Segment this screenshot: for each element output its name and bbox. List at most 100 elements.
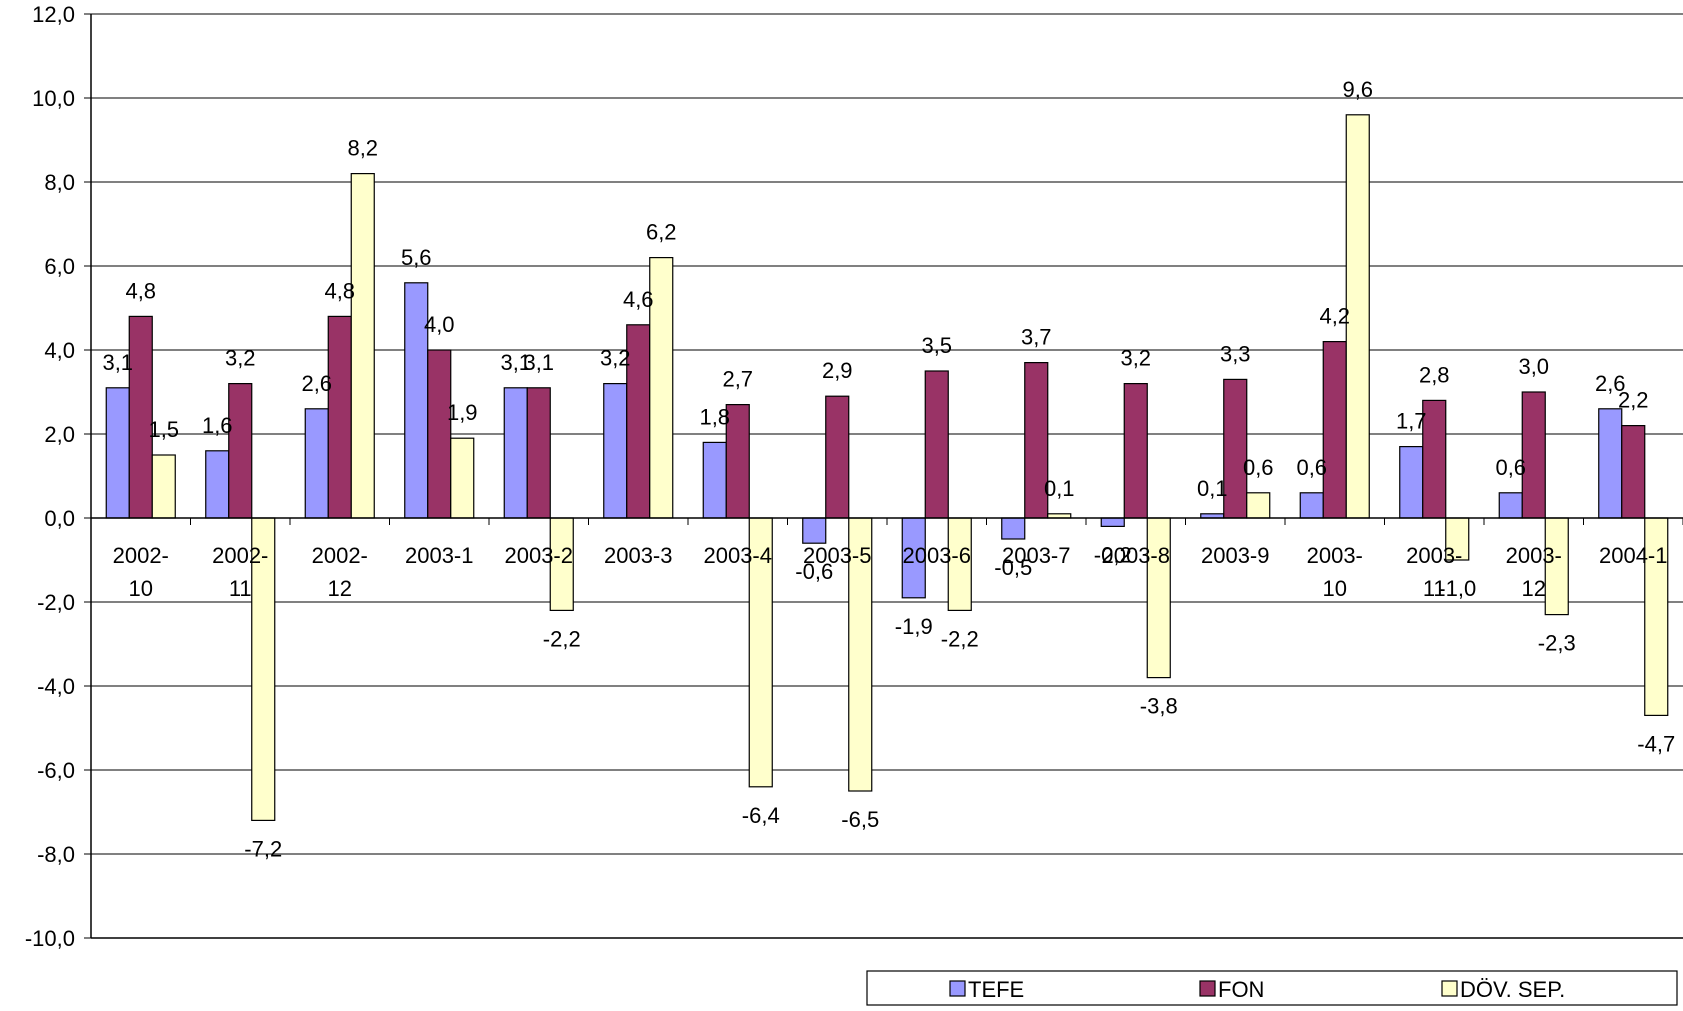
legend-label: DÖV. SEP. [1460, 977, 1565, 1002]
data-label: 2,6 [1595, 371, 1626, 396]
x-tick-label: 2002- [212, 543, 268, 568]
x-tick-label: 2003-5 [803, 543, 872, 568]
y-tick-label: 10,0 [32, 86, 75, 111]
data-label: 0,1 [1044, 476, 1075, 501]
data-label: 3,2 [225, 346, 256, 371]
data-label: 1,5 [148, 417, 179, 442]
bar-d-v-sep [1146, 517, 1171, 679]
bar-tefe [802, 517, 827, 544]
data-label: 5,6 [401, 245, 432, 270]
bar-tefe [1598, 408, 1623, 519]
x-tick-label: 2003-9 [1201, 543, 1270, 568]
y-tick-label: 4,0 [44, 338, 75, 363]
bar-tefe [1299, 492, 1324, 519]
bar-tefe [1100, 517, 1125, 527]
data-label: -7,2 [244, 836, 282, 861]
data-label: 4,2 [1319, 304, 1350, 329]
x-tick-label: 2003-6 [902, 543, 971, 568]
legend-swatch [1199, 980, 1216, 997]
x-tick-label: 2003-8 [1101, 543, 1170, 568]
data-label: 9,6 [1342, 77, 1373, 102]
y-tick-label: 12,0 [32, 2, 75, 27]
y-tick-label: 6,0 [44, 254, 75, 279]
x-tick-label: 2002- [113, 543, 169, 568]
bar-tefe [702, 441, 727, 519]
data-label: 4,8 [125, 278, 156, 303]
legend-swatch [949, 980, 966, 997]
data-label: -2,2 [543, 626, 581, 651]
data-label: 3,2 [600, 346, 631, 371]
data-label: -3,8 [1140, 694, 1178, 719]
x-tick-label: 11 [1423, 576, 1446, 601]
data-label: -6,5 [841, 807, 879, 832]
data-label: -1,9 [895, 614, 933, 639]
data-label: 2,9 [822, 358, 853, 383]
x-tick-label: 10 [1323, 576, 1347, 601]
data-label: 0,6 [1296, 455, 1327, 480]
x-tick-label: 11 [229, 576, 252, 601]
bar-d-v-sep [151, 454, 176, 519]
data-label: 3,3 [1220, 341, 1251, 366]
data-label: 3,1 [102, 350, 133, 375]
y-tick-label: -10,0 [25, 926, 75, 951]
x-tick-label: 2003- [1406, 543, 1462, 568]
data-label: 0,6 [1495, 455, 1526, 480]
data-label: 3,1 [523, 350, 554, 375]
data-label: 4,0 [424, 312, 455, 337]
x-tick-label: 10 [129, 576, 153, 601]
bar-tefe [205, 450, 230, 519]
data-label: -0,6 [795, 559, 833, 584]
bar-d-v-sep [1246, 492, 1271, 519]
data-label: 0,1 [1197, 476, 1228, 501]
bar-tefe [105, 387, 130, 519]
x-tick-label: 2003-2 [504, 543, 573, 568]
x-tick-label: 2002- [312, 543, 368, 568]
bar-d-v-sep [450, 437, 475, 519]
data-label: -1,0 [1438, 576, 1476, 601]
data-label: 3,7 [1021, 325, 1052, 350]
bar-fon [924, 370, 949, 519]
data-label: 8,2 [347, 136, 378, 161]
bar-tefe [1498, 492, 1523, 519]
data-label: 2,6 [301, 371, 332, 396]
data-label: -6,4 [742, 803, 780, 828]
bar-fon [327, 315, 352, 519]
bar-fon [427, 349, 452, 519]
x-tick-label: 2003-1 [405, 543, 474, 568]
data-label: 1,8 [699, 404, 730, 429]
bar-tefe [304, 408, 329, 519]
x-tick-label: 2003- [1307, 543, 1363, 568]
x-tick-label: 12 [1522, 576, 1546, 601]
x-tick-label: 2003-7 [1002, 543, 1071, 568]
data-label: 1,7 [1396, 409, 1427, 434]
legend-label: TEFE [968, 977, 1024, 1002]
bar-tefe [1399, 446, 1424, 519]
data-label: 4,8 [324, 278, 355, 303]
data-label: 4,6 [623, 287, 654, 312]
y-tick-label: -4,0 [37, 674, 75, 699]
bar-tefe [1001, 517, 1026, 540]
bar-d-v-sep [350, 173, 375, 519]
x-tick-label: 2003- [1506, 543, 1562, 568]
bar-fon [228, 383, 253, 519]
legend-label: FON [1218, 977, 1264, 1002]
data-label: 6,2 [646, 220, 677, 245]
y-tick-label: -8,0 [37, 842, 75, 867]
data-label: 2,7 [722, 367, 753, 392]
data-label: 3,5 [921, 333, 952, 358]
legend-swatch [1441, 980, 1458, 997]
data-label: 0,6 [1243, 455, 1274, 480]
y-tick-label: -6,0 [37, 758, 75, 783]
x-tick-label: 2003-4 [703, 543, 772, 568]
bar-fon [1322, 341, 1347, 519]
data-label: 1,9 [447, 400, 478, 425]
data-label: -2,3 [1538, 631, 1576, 656]
y-tick-label: -2,0 [37, 590, 75, 615]
y-tick-label: 0,0 [44, 506, 75, 531]
data-label: 3,1 [500, 350, 531, 375]
data-label: 1,6 [202, 413, 233, 438]
data-label: 3,2 [1120, 346, 1151, 371]
legend [866, 970, 1678, 1006]
y-tick-label: 8,0 [44, 170, 75, 195]
